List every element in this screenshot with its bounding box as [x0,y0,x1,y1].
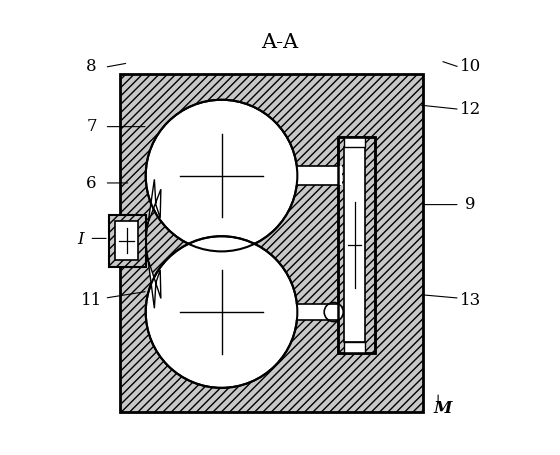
Text: M: M [433,399,451,416]
Circle shape [146,101,297,252]
Bar [344,137,365,148]
Text: A-A: A-A [262,33,298,52]
Polygon shape [200,241,243,248]
Bar [120,75,423,412]
Bar [295,167,342,186]
Text: 9: 9 [465,196,476,213]
Text: 11: 11 [81,291,102,308]
Text: 10: 10 [460,57,481,75]
Bar [109,215,146,267]
Text: 6: 6 [86,174,97,191]
Text: 12: 12 [460,101,481,118]
Circle shape [324,303,343,322]
Circle shape [146,237,297,388]
Bar [115,222,138,260]
Text: 8: 8 [86,57,97,75]
Bar [295,304,340,320]
Bar [338,137,375,354]
Polygon shape [146,243,161,308]
Bar [344,148,365,343]
Text: 13: 13 [460,291,481,308]
Bar [338,137,375,354]
Text: 7: 7 [86,118,97,135]
Bar [344,343,365,354]
Text: I: I [77,230,84,248]
Polygon shape [146,180,161,240]
